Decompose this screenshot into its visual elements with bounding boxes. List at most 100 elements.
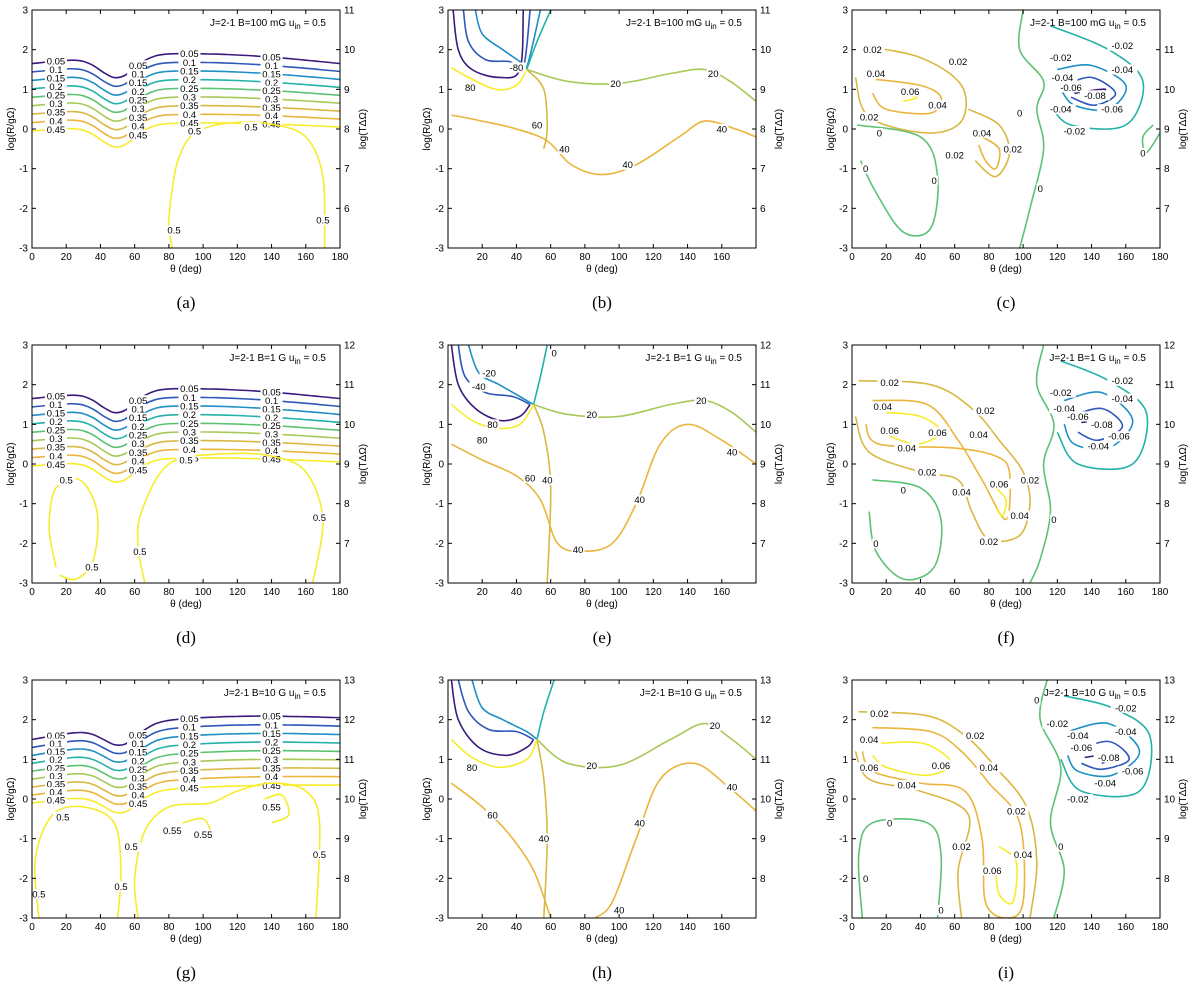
contour-label: 0.5 <box>179 456 192 467</box>
y-axis-label: log(R/gΩ) <box>422 777 433 820</box>
contour-label-bg <box>178 83 201 94</box>
contour-label-bg <box>1045 387 1076 398</box>
contour-label-bg <box>897 86 923 97</box>
contour-label: 0.4 <box>131 790 144 801</box>
contour-label-bg <box>1117 766 1148 777</box>
contour-lines: 0.02 0.04 0.06 0.06 0.04 0.02 0.02 0.04 0.06 0.04… <box>854 345 1149 583</box>
contour-label-bg <box>259 801 284 812</box>
x-tick-label: 80 <box>983 587 995 598</box>
y-tick-label: 3 <box>438 341 444 352</box>
contour-label-bg <box>870 401 895 412</box>
y-tick-label: -2 <box>19 204 28 215</box>
contour-line <box>854 751 971 918</box>
y-tick-label: -3 <box>19 244 28 255</box>
panel-c: 0.02 0.04 0.06 0.04 0.02 0.02 0 0.04 0.02 0.02 0 0 0… <box>826 6 1189 276</box>
x-axis-label: θ (deg) <box>586 599 618 610</box>
contour-label: -0.06 <box>1101 105 1123 116</box>
x-tick-label: 140 <box>1083 587 1100 598</box>
contour-label: 0.25 <box>129 431 148 442</box>
x-tick-label: 140 <box>1083 922 1100 933</box>
x-tick-label: 20 <box>881 252 893 263</box>
y-tick-label: 1 <box>842 85 848 96</box>
x-tick-label: 40 <box>95 922 107 933</box>
x-axis-label: θ (deg) <box>170 264 202 275</box>
contour-label: 0.5 <box>56 812 69 823</box>
contour-label-bg <box>82 562 102 573</box>
contour-label-bg <box>44 90 67 101</box>
contour-label-bg <box>310 849 329 860</box>
x-tick-label: 160 <box>713 587 730 598</box>
y-tick-label: 0 <box>438 125 444 136</box>
contour-label: 0.1 <box>49 400 62 411</box>
x-tick-label: 0 <box>29 252 35 263</box>
contour-label: 0.2 <box>265 78 278 89</box>
contour-label-bg <box>178 383 201 394</box>
x-tick-label: 100 <box>611 587 628 598</box>
contour-label-bg <box>260 403 283 414</box>
y2-tick-label: 8 <box>344 874 350 885</box>
contour-label-bg <box>127 103 150 114</box>
x-tick-label: 60 <box>545 922 557 933</box>
contour-label: 0.2 <box>183 75 196 86</box>
contour-label: 0.4 <box>49 451 62 462</box>
contour-label: 0.4 <box>265 446 278 457</box>
x-tick-label: 140 <box>263 922 280 933</box>
contour-label: 0.04 <box>1014 850 1033 861</box>
y2-tick-label: 8 <box>1164 874 1170 885</box>
contour-label: -0.06 <box>1070 743 1092 754</box>
contour-label: 0.3 <box>183 427 196 438</box>
y2-tick-label: 12 <box>1164 715 1176 726</box>
contour-label: 0.35 <box>47 443 66 454</box>
contour-label-bg <box>706 68 720 79</box>
contour-label-bg <box>260 110 283 121</box>
contour-label: 0.06 <box>932 761 951 772</box>
contour-label: -0.08 <box>1084 91 1106 102</box>
contour-label: 0.05 <box>47 57 66 68</box>
contour-label: -0.04 <box>1112 65 1134 76</box>
y-tick-label: -3 <box>839 244 848 255</box>
x-tick-label: 60 <box>545 252 557 263</box>
contour-label-bg <box>260 93 283 104</box>
x-tick-label: 120 <box>645 587 662 598</box>
y2-tick-label: 9 <box>344 460 350 471</box>
y2-tick-label: 12 <box>344 715 356 726</box>
contour-label: -0.06 <box>1067 412 1089 423</box>
contour-label-bg <box>44 81 67 92</box>
y2-axis-label: log(TΔΩ) <box>774 779 785 819</box>
contour-line <box>48 477 99 581</box>
contour-label: 0.4 <box>49 788 62 799</box>
contour-label-bg <box>945 56 971 67</box>
contour-label-bg <box>260 395 283 406</box>
x-tick-label: 160 <box>713 252 730 263</box>
contour-lines: 0.05 0.050.05 0.050.1 0.10.1 0.10.15 0.150.15… <box>32 383 340 583</box>
contour-label: -0.04 <box>1112 394 1134 405</box>
contour-label-bg <box>178 57 201 68</box>
contour-label: 0.02 <box>860 113 879 124</box>
contour-label: 0.1 <box>49 65 62 76</box>
contour-label: -0.06 <box>1060 83 1082 94</box>
contour-label-bg <box>178 722 201 733</box>
y-tick-label: 1 <box>22 85 28 96</box>
contour-label: 0.15 <box>180 401 199 412</box>
contour-line <box>457 345 531 406</box>
contour-label-bg <box>310 512 329 523</box>
contour-label-bg <box>1050 514 1058 525</box>
panel-caption: (i) <box>998 963 1014 982</box>
x-tick-label: 80 <box>983 252 995 263</box>
x-tick-label: 0 <box>849 252 855 263</box>
contour-label: 0.4 <box>131 122 144 133</box>
y-axis-label: log(R/gΩ) <box>422 442 433 485</box>
y-tick-label: -3 <box>435 244 444 255</box>
contour-label-bg <box>1062 411 1093 422</box>
y-tick-label: -3 <box>19 914 28 925</box>
contour-lines: 0.02 0.04 0.06 0.06 0.04 0.02 0.04 0.02 0.04 0.06… <box>854 680 1153 918</box>
y2-tick-label: 9 <box>1164 125 1170 136</box>
contour-line <box>533 399 756 433</box>
y2-tick-label: 10 <box>344 420 356 431</box>
panel-caption: (f) <box>998 628 1015 647</box>
y-tick-label: -3 <box>435 579 444 590</box>
contour-label-bg <box>127 764 150 775</box>
contour-label-bg <box>44 795 67 806</box>
contour-label-bg <box>127 772 150 783</box>
